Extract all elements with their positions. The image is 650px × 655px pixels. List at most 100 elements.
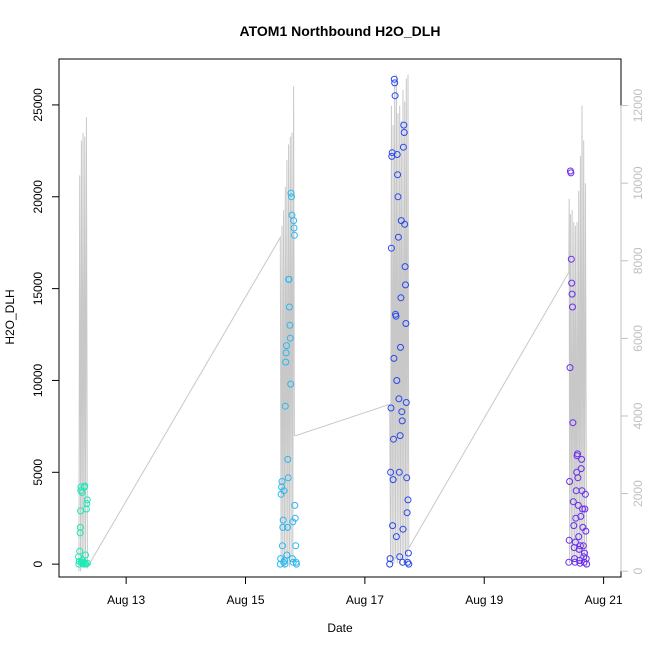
right-axis-tick-label: 0 bbox=[631, 568, 645, 575]
data-point bbox=[287, 380, 295, 388]
data-point bbox=[403, 509, 411, 517]
data-point bbox=[568, 279, 576, 287]
data-point bbox=[76, 523, 84, 531]
data-point bbox=[400, 129, 408, 136]
data-point bbox=[565, 536, 573, 544]
data-point bbox=[283, 342, 290, 350]
right-axis-tick-label: 4000 bbox=[631, 402, 645, 429]
data-point bbox=[390, 435, 397, 443]
data-point bbox=[394, 193, 402, 201]
data-point bbox=[391, 92, 399, 100]
data-point bbox=[571, 538, 579, 546]
data-point bbox=[282, 358, 290, 366]
data-point bbox=[389, 522, 397, 530]
data-point bbox=[75, 553, 82, 561]
data-point bbox=[402, 281, 409, 289]
right-axis-tick-label: 8000 bbox=[631, 247, 645, 274]
data-point bbox=[567, 255, 575, 263]
data-point bbox=[281, 402, 289, 410]
left-axis-tick-label: 10000 bbox=[31, 363, 45, 397]
data-point bbox=[577, 465, 585, 473]
points-layer bbox=[75, 75, 591, 568]
data-point bbox=[286, 334, 294, 342]
data-point bbox=[387, 468, 395, 476]
bottom-axis-tick-label: Aug 15 bbox=[226, 593, 264, 607]
data-point bbox=[566, 478, 574, 485]
data-point bbox=[398, 408, 406, 416]
data-point bbox=[404, 496, 412, 504]
data-point bbox=[398, 417, 406, 425]
data-point bbox=[390, 354, 398, 362]
data-point bbox=[399, 558, 407, 566]
data-point bbox=[83, 496, 91, 504]
data-point bbox=[574, 474, 582, 482]
data-point bbox=[401, 220, 409, 228]
axis-right: 0 2000 4000 6000 8000 10000 12000 bbox=[620, 89, 645, 575]
data-point bbox=[577, 512, 585, 520]
data-point bbox=[291, 514, 299, 522]
left-axis-tick-label: 0 bbox=[31, 560, 45, 567]
data-point bbox=[396, 553, 404, 561]
right-axis-tick-label: 10000 bbox=[631, 166, 645, 200]
data-point bbox=[576, 559, 584, 567]
data-point bbox=[392, 312, 400, 320]
data-point bbox=[575, 545, 583, 553]
data-point bbox=[571, 558, 579, 566]
data-point bbox=[404, 549, 412, 557]
data-point bbox=[569, 498, 577, 506]
data-point bbox=[81, 482, 89, 490]
data-point bbox=[279, 516, 287, 524]
data-point bbox=[78, 489, 86, 496]
data-point bbox=[291, 501, 299, 509]
data-point bbox=[395, 395, 403, 403]
data-point bbox=[402, 399, 410, 406]
data-point bbox=[393, 151, 401, 158]
data-point bbox=[288, 555, 296, 563]
left-axis-tick-label: 25000 bbox=[31, 88, 45, 122]
data-point bbox=[405, 560, 413, 568]
data-point bbox=[399, 143, 407, 151]
data-point bbox=[395, 468, 403, 476]
data-point bbox=[389, 476, 397, 484]
data-point bbox=[280, 487, 288, 495]
data-point bbox=[83, 559, 91, 567]
bottom-axis-tick-label: Aug 17 bbox=[346, 593, 384, 607]
data-point bbox=[282, 349, 290, 357]
bottom-axis-tick-label: Aug 13 bbox=[107, 593, 145, 607]
data-point bbox=[288, 193, 295, 201]
data-point bbox=[578, 455, 586, 463]
right-axis-line-series bbox=[78, 74, 588, 572]
data-point bbox=[579, 505, 586, 513]
data-point bbox=[576, 542, 584, 550]
data-point bbox=[285, 303, 293, 311]
data-point bbox=[394, 171, 402, 179]
data-point bbox=[397, 343, 404, 351]
data-point bbox=[83, 500, 91, 507]
data-point bbox=[391, 79, 399, 87]
data-point bbox=[289, 558, 297, 566]
data-point bbox=[581, 505, 589, 513]
data-point bbox=[287, 189, 295, 197]
data-point bbox=[566, 364, 574, 372]
data-point bbox=[286, 321, 294, 329]
chart-title: ATOM1 Northbound H2O_DLH bbox=[240, 23, 441, 39]
data-point bbox=[582, 527, 590, 535]
data-point bbox=[82, 551, 89, 559]
data-point bbox=[401, 263, 409, 271]
data-point bbox=[290, 224, 298, 232]
data-point bbox=[285, 275, 293, 283]
data-point bbox=[392, 533, 400, 541]
data-point bbox=[570, 522, 578, 530]
bottom-axis-tick-label: Aug 19 bbox=[465, 593, 503, 607]
right-axis-tick-label: 12000 bbox=[631, 89, 645, 123]
data-point bbox=[290, 217, 298, 225]
grey-line-layer bbox=[78, 74, 588, 572]
data-point bbox=[576, 557, 584, 564]
data-point bbox=[574, 501, 582, 509]
axis-bottom: Aug 13 Aug 15 Aug 17 Aug 19 Aug 21 bbox=[107, 576, 623, 607]
x-axis-label: Date bbox=[327, 621, 353, 635]
data-point bbox=[399, 525, 407, 533]
data-point bbox=[289, 518, 297, 526]
